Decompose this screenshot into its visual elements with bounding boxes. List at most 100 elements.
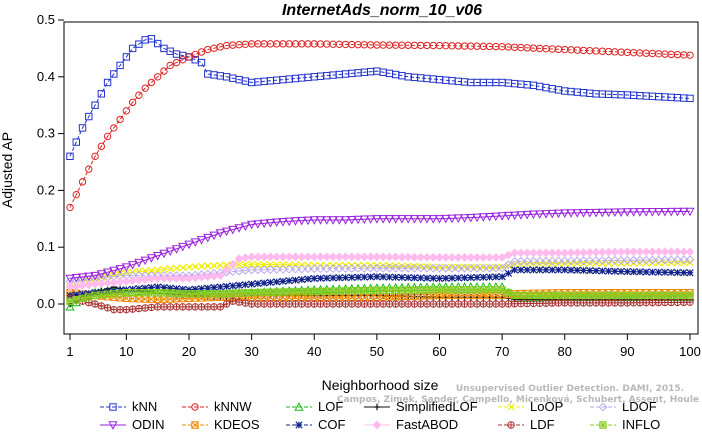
data-point-cof — [567, 266, 575, 274]
data-point-fastabod — [610, 247, 620, 257]
data-point-knnw — [122, 107, 131, 115]
data-point-inflo — [135, 288, 143, 297]
data-point-fastabod — [566, 248, 576, 258]
legend-item-cof: COF — [286, 417, 346, 432]
data-point-cof — [216, 283, 224, 291]
data-point-inflo — [216, 290, 225, 298]
data-point-loop — [385, 262, 394, 270]
data-point-ldof — [453, 263, 463, 273]
data-point-odin — [353, 215, 363, 225]
data-point-cof — [266, 278, 275, 287]
data-point-ldf — [110, 306, 118, 314]
data-point-inflo — [166, 289, 174, 297]
data-point-cof — [467, 273, 475, 282]
data-point-fastabod — [460, 253, 469, 262]
data-point-loop — [166, 265, 174, 273]
data-point-knn — [66, 152, 74, 161]
data-point-ldf — [166, 303, 174, 311]
data-point-fastabod — [579, 248, 588, 257]
data-point-fastabod — [635, 247, 645, 257]
data-point-ldf — [598, 299, 607, 307]
x-tick-label: 40 — [307, 344, 321, 359]
data-point-ldof — [547, 256, 557, 266]
data-point-cof — [404, 273, 412, 282]
data-point-fastabod — [172, 274, 181, 283]
data-point-fastabod — [121, 276, 131, 286]
data-point-odin — [516, 211, 526, 220]
data-point-cof — [536, 266, 544, 274]
data-point-ldof — [297, 264, 307, 274]
data-point-ldf — [542, 299, 550, 307]
data-point-cof — [611, 267, 619, 275]
data-point-knnw — [160, 67, 168, 75]
data-point-odin — [422, 215, 432, 224]
data-point-cof — [247, 280, 256, 288]
data-point-inflo — [498, 286, 506, 294]
data-point-fastabod — [178, 274, 188, 283]
data-point-odin — [453, 214, 463, 223]
data-point-cof — [561, 266, 569, 274]
data-point-ldf — [404, 300, 412, 308]
data-point-odin — [171, 245, 182, 254]
data-point-inflo — [529, 291, 538, 300]
data-point-ldf — [348, 300, 356, 308]
data-point-knnw — [135, 91, 143, 99]
data-point-ldof — [397, 263, 407, 273]
data-point-cof — [473, 273, 481, 282]
data-point-loop — [266, 260, 275, 269]
data-point-odin — [528, 210, 539, 220]
legend-marker-inflo — [599, 421, 607, 429]
data-point-cof — [586, 266, 594, 275]
data-point-knnw — [153, 73, 162, 81]
data-point-ldf — [254, 300, 262, 308]
data-point-odin — [628, 208, 639, 217]
data-point-fastabod — [397, 252, 407, 262]
data-point-cof — [185, 286, 193, 294]
data-point-inflo — [247, 288, 256, 297]
data-point-cof — [135, 285, 143, 293]
data-point-cof — [172, 285, 181, 293]
data-point-knn — [97, 90, 106, 98]
data-point-ldf — [435, 300, 444, 308]
data-point-ldof — [485, 263, 495, 273]
data-point-odin — [159, 249, 169, 259]
data-point-inflo — [304, 287, 312, 296]
data-point-knnw — [85, 165, 93, 173]
data-point-inflo — [373, 286, 381, 295]
data-point-fastabod — [422, 252, 432, 262]
data-point-odin — [259, 219, 269, 229]
data-point-knn — [78, 124, 87, 132]
data-point-ldf — [592, 299, 600, 307]
data-point-fastabod — [560, 248, 570, 258]
data-point-odin — [234, 224, 244, 233]
data-point-ldf — [204, 303, 212, 311]
data-point-inflo — [160, 289, 168, 297]
data-point-cof — [72, 291, 80, 299]
legend-marker-kdeos — [191, 421, 199, 429]
legend-item-kdeos: KDEOS — [182, 417, 260, 432]
data-point-ldof — [604, 256, 613, 265]
data-point-fastabod — [134, 275, 144, 285]
data-point-ldf — [561, 299, 569, 307]
data-point-ldof — [253, 265, 263, 275]
data-point-ldof — [591, 256, 601, 265]
data-point-inflo — [329, 287, 337, 295]
data-point-ldof — [435, 263, 444, 273]
x-tick-label: 100 — [679, 344, 701, 359]
data-point-ldf — [329, 300, 337, 308]
data-point-inflo — [197, 290, 206, 298]
data-point-cof — [341, 273, 350, 282]
data-point-fastabod — [165, 274, 175, 283]
data-point-cof — [335, 274, 343, 282]
data-point-ldf — [172, 303, 181, 311]
data-point-cof — [154, 283, 162, 291]
data-point-inflo — [417, 286, 425, 294]
data-point-cof — [360, 273, 368, 281]
data-point-ldf — [680, 298, 688, 306]
data-point-knnw — [197, 48, 206, 56]
data-point-ldf — [310, 300, 318, 308]
data-point-inflo — [210, 290, 218, 298]
data-point-knn — [85, 112, 93, 121]
data-point-inflo — [147, 288, 156, 297]
data-point-loop — [366, 261, 375, 270]
